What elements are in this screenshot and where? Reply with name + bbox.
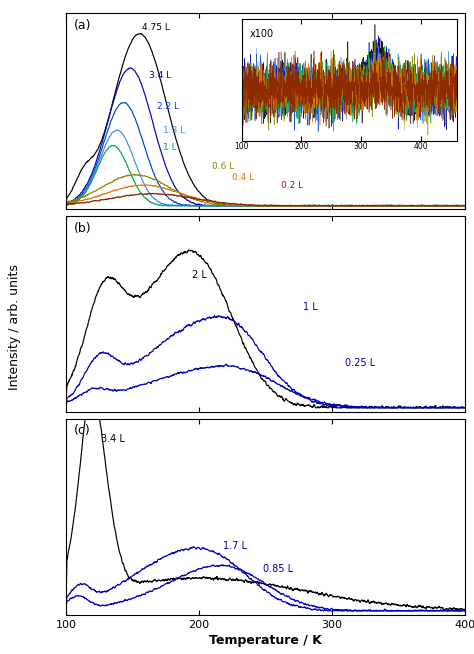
- Text: 0.85 L: 0.85 L: [263, 564, 293, 574]
- Text: 0.6 L: 0.6 L: [212, 162, 235, 171]
- Text: 0.25 L: 0.25 L: [345, 358, 375, 368]
- Text: 2 L: 2 L: [192, 271, 207, 281]
- X-axis label: Temperature / K: Temperature / K: [209, 634, 322, 647]
- Text: 2.2 L: 2.2 L: [156, 102, 179, 111]
- Text: 0.4 L: 0.4 L: [232, 173, 255, 182]
- Text: 3.4 L: 3.4 L: [101, 434, 125, 443]
- Text: (b): (b): [74, 222, 92, 235]
- Text: 4.75 L: 4.75 L: [142, 23, 170, 32]
- Text: 1.7 L: 1.7 L: [223, 542, 247, 551]
- Text: Intensity / arb. units: Intensity / arb. units: [8, 264, 21, 390]
- Text: (a): (a): [74, 19, 92, 32]
- Text: 1.3 L: 1.3 L: [163, 126, 185, 135]
- Text: (c): (c): [74, 424, 91, 438]
- Text: 3.4 L: 3.4 L: [149, 71, 171, 80]
- Text: 1 L: 1 L: [302, 301, 318, 312]
- Text: 1 L: 1 L: [163, 143, 177, 152]
- Text: 0.2 L: 0.2 L: [282, 181, 303, 190]
